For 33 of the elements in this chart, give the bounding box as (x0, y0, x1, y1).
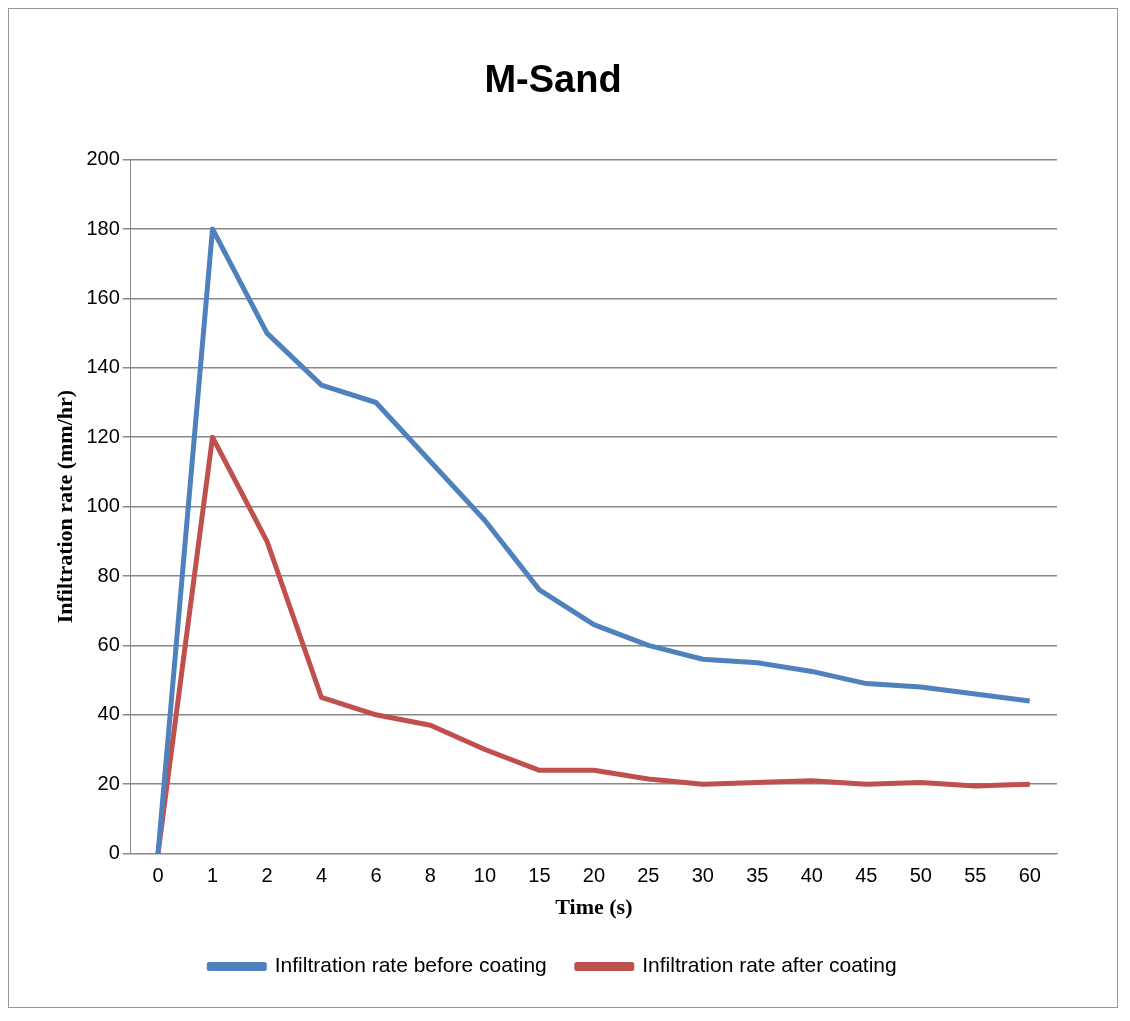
x-tick-label: 35 (746, 864, 769, 887)
x-tick-label: 10 (473, 864, 497, 887)
y-tick-label: 40 (97, 702, 120, 725)
y-tick-label: 120 (86, 424, 120, 447)
y-tick-label: 80 (97, 563, 120, 586)
x-tick-label: 0 (152, 864, 164, 887)
x-tick-label: 25 (637, 864, 660, 887)
y-tick-label: 100 (86, 494, 120, 517)
x-tick-label: 20 (582, 864, 606, 887)
y-tick-label: 0 (108, 841, 120, 864)
legend-label: Infiltration rate after coating (642, 953, 897, 977)
x-tick-label: 60 (1018, 864, 1041, 887)
y-tick-label: 20 (97, 771, 120, 794)
x-tick-label: 50 (909, 864, 932, 887)
y-tick-label: 200 (86, 147, 120, 170)
y-tick-label: 160 (86, 285, 120, 308)
x-tick-label: 45 (855, 864, 878, 887)
legend-label: Infiltration rate before coating (274, 953, 547, 977)
x-tick-label: 40 (800, 864, 823, 887)
y-tick-label: 180 (86, 216, 120, 239)
y-tick-label: 140 (86, 355, 120, 378)
x-tick-label: 8 (424, 864, 436, 887)
x-tick-label: 1 (206, 864, 219, 887)
x-tick-label: 15 (528, 864, 551, 887)
chart-title: M-Sand (484, 58, 622, 101)
x-tick-label: 6 (370, 864, 382, 887)
x-tick-label: 55 (964, 864, 987, 887)
x-tick-label: 4 (315, 864, 328, 887)
x-tick-label: 2 (261, 864, 273, 887)
y-axis-title: Infiltration rate (mm/hr) (51, 389, 77, 624)
y-tick-label: 60 (97, 632, 120, 655)
x-axis-title: Time (s) (555, 894, 633, 920)
x-tick-label: 30 (691, 864, 714, 887)
